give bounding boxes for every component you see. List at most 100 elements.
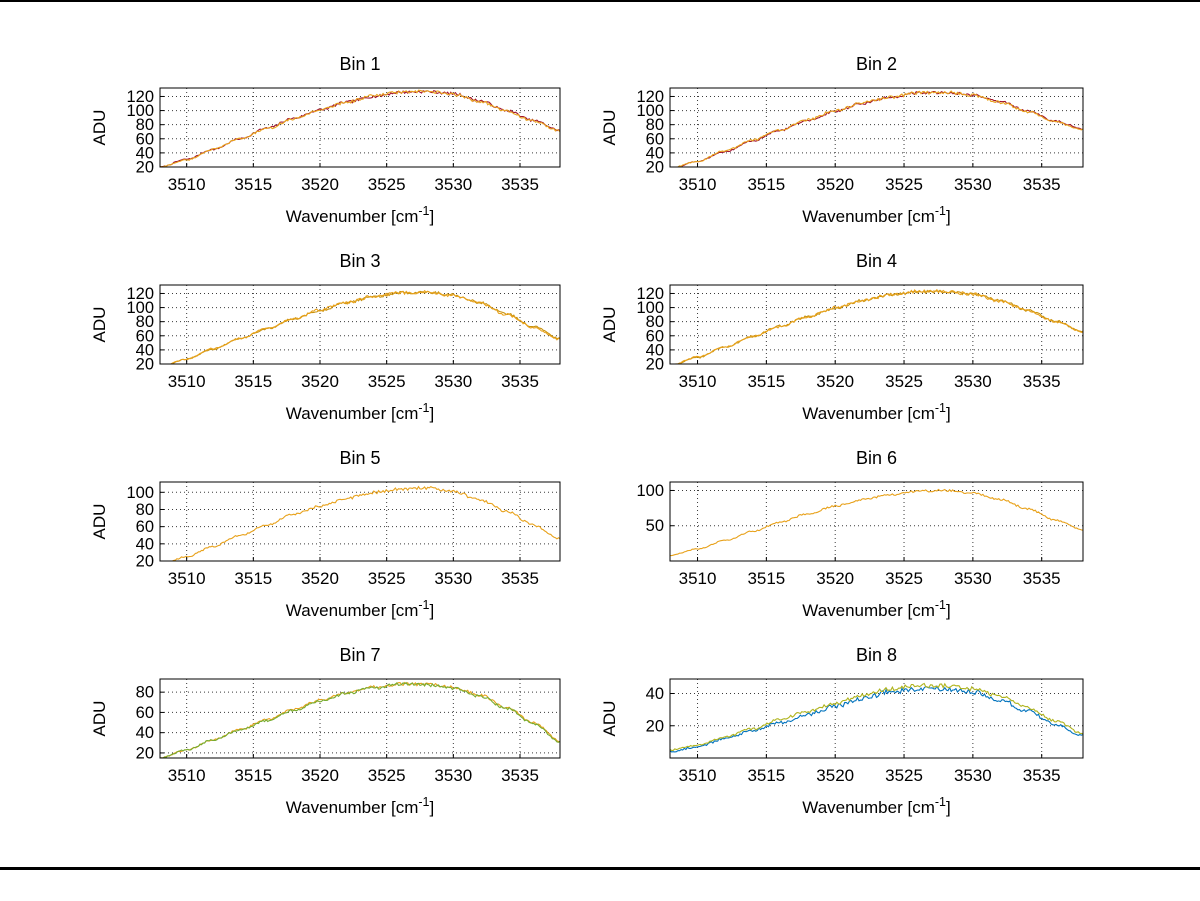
y-tick-label: 100 (636, 482, 664, 500)
chart-title: Bin 4 (856, 251, 897, 271)
x-tick-label: 3530 (434, 372, 472, 391)
y-tick-label: 40 (136, 535, 154, 553)
y-tick-label: 40 (136, 144, 154, 162)
x-tick-label: 3535 (501, 766, 539, 785)
series-line-trace-2 (670, 90, 1083, 167)
x-tick-label: 3530 (954, 569, 992, 588)
x-tick-label: 3530 (954, 372, 992, 391)
x-tick-label: 3515 (234, 175, 272, 194)
x-tick-label: 3525 (368, 569, 406, 588)
x-tick-label: 3510 (679, 175, 717, 194)
plot-border (159, 481, 561, 562)
series-line-trace-2 (160, 289, 560, 364)
y-tick-label: 20 (136, 744, 154, 762)
subplot-bin-8: Bin 8 3510 3515 3520 3525 3530 3535 20 40 ADU Wave… (578, 635, 1093, 832)
plot-border (159, 284, 561, 365)
x-axis-label: Wavenumber [cm-1] (802, 795, 950, 817)
y-axis-label: ADU (90, 110, 109, 146)
chart-svg: Bin 6 3510 3515 3520 3525 3530 3535 50 100 Wavenu… (636, 448, 1084, 620)
x-tick-label: 3530 (434, 766, 472, 785)
y-axis-label: ADU (90, 307, 109, 343)
x-tick-label: 3535 (1023, 569, 1061, 588)
figure-border-bottom (0, 867, 1200, 870)
series-line-trace-1 (160, 290, 560, 364)
y-tick-label: 60 (646, 327, 664, 345)
series-line-trace-2 (670, 288, 1083, 364)
y-tick-label: 20 (136, 553, 154, 571)
y-tick-label: 100 (636, 299, 664, 317)
x-tick-label: 3535 (1023, 372, 1061, 391)
chart-title: Bin 2 (856, 54, 897, 74)
x-tick-label: 3525 (885, 175, 923, 194)
y-tick-label: 20 (646, 356, 664, 374)
y-tick-label: 50 (646, 517, 664, 535)
x-tick-label: 3535 (501, 175, 539, 194)
y-tick-label: 40 (646, 144, 664, 162)
x-tick-label: 3515 (747, 372, 785, 391)
x-tick-label: 3525 (885, 569, 923, 588)
y-tick-label: 80 (136, 313, 154, 331)
x-tick-label: 3525 (885, 766, 923, 785)
x-axis-label: Wavenumber [cm-1] (286, 204, 434, 226)
plot-border (159, 87, 561, 168)
x-tick-label: 3530 (954, 175, 992, 194)
y-axis-label: ADU (600, 307, 619, 343)
figure-border-top (0, 0, 1200, 2)
x-tick-label: 3535 (1023, 766, 1061, 785)
y-tick-label: 60 (136, 327, 154, 345)
x-tick-label: 3525 (368, 766, 406, 785)
chart-title: Bin 5 (339, 448, 380, 468)
x-tick-label: 3520 (816, 175, 854, 194)
y-tick-label: 20 (646, 159, 664, 177)
chart-svg: Bin 5 3510 3515 3520 3525 3530 3535 20406080100… (90, 448, 561, 620)
y-tick-label: 80 (646, 313, 664, 331)
x-tick-label: 3515 (234, 766, 272, 785)
series-line-trace-2 (160, 681, 560, 758)
y-axis-label: ADU (90, 701, 109, 737)
x-tick-label: 3520 (816, 569, 854, 588)
series-line-trace-1 (160, 485, 560, 561)
series-line-trace-1 (670, 90, 1083, 167)
x-tick-label: 3525 (368, 372, 406, 391)
y-tick-label: 80 (136, 684, 154, 702)
chart-title: Bin 3 (339, 251, 380, 271)
x-tick-label: 3515 (747, 766, 785, 785)
series-line-trace-2 (670, 682, 1083, 751)
chart-title: Bin 6 (856, 448, 897, 468)
y-axis-label: ADU (90, 504, 109, 540)
series-line-trace-1 (670, 488, 1083, 557)
series-line-trace-2 (160, 89, 560, 167)
y-axis-label: ADU (600, 110, 619, 146)
subplot-bin-1: Bin 1 3510 3515 3520 3525 3530 3535 20 40 60 80 100… (72, 44, 570, 241)
subplot-bin-5: Bin 5 3510 3515 3520 3525 3530 3535 20 40 60 80 100… (72, 438, 570, 635)
y-tick-label: 40 (136, 724, 154, 742)
x-tick-label: 3515 (747, 175, 785, 194)
plot-border (669, 87, 1084, 168)
x-tick-label: 3515 (234, 569, 272, 588)
y-tick-label: 100 (126, 484, 154, 502)
x-tick-label: 3510 (679, 766, 717, 785)
chart-svg: Bin 4 3510 3515 3520 3525 3530 3535 20406080100… (600, 251, 1084, 423)
chart-svg: Bin 8 3510 3515 3520 3525 3530 3535 20 40 ADU Wave… (600, 645, 1084, 817)
y-tick-label: 80 (646, 116, 664, 134)
series-line-trace-1 (160, 89, 560, 167)
y-tick-label: 60 (136, 518, 154, 536)
y-tick-label: 40 (136, 341, 154, 359)
series-line-trace-1 (670, 685, 1083, 753)
chart-title: Bin 8 (856, 645, 897, 665)
subplot-bin-6: Bin 6 3510 3515 3520 3525 3530 3535 50 100 Wavenu… (578, 438, 1093, 635)
subplot-bin-3: Bin 3 3510 3515 3520 3525 3530 3535 20 40 60 80 100… (72, 241, 570, 438)
y-tick-label: 100 (126, 102, 154, 120)
x-axis-label: Wavenumber [cm-1] (286, 598, 434, 620)
series-line-trace-1 (670, 289, 1083, 364)
y-tick-label: 20 (136, 159, 154, 177)
x-axis-label: Wavenumber [cm-1] (802, 598, 950, 620)
x-tick-label: 3520 (301, 372, 339, 391)
y-tick-label: 100 (126, 299, 154, 317)
x-tick-label: 3515 (234, 372, 272, 391)
plot-border (669, 284, 1084, 365)
x-axis-label: Wavenumber [cm-1] (802, 204, 950, 226)
chart-svg: Bin 1 3510 3515 3520 3525 3530 3535 20406080100… (90, 54, 561, 226)
x-axis-label: Wavenumber [cm-1] (286, 795, 434, 817)
